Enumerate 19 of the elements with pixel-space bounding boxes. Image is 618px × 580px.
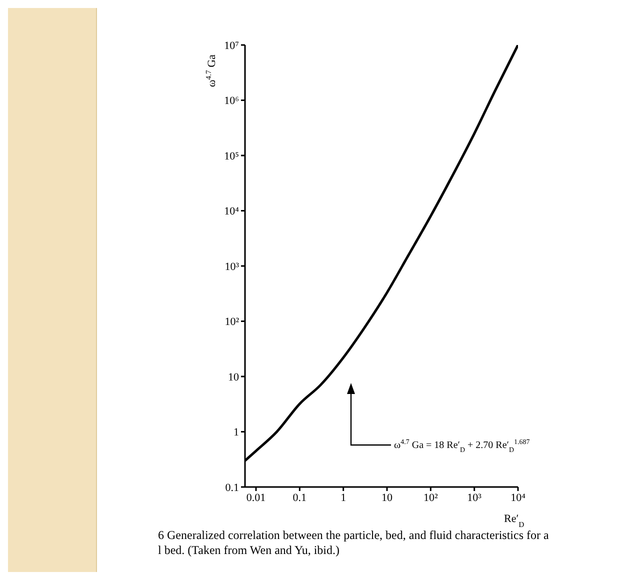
text: 6 Generalized correlation between the particle, bed, and fluid characteristics for a	[158, 528, 550, 543]
y-tick-label: 10	[228, 371, 240, 384]
y-tick-label: 10⁷	[224, 40, 240, 52]
x-tick-label: 1	[340, 492, 346, 504]
x-tick-label: 10⁴	[510, 492, 526, 504]
y-tick-label: 10²	[224, 316, 240, 328]
y-tick-label: 0.1	[225, 482, 239, 494]
y-tick-label: 10⁵	[224, 150, 240, 162]
y-tick-label: 1	[234, 426, 239, 439]
x-tick-label: 10	[382, 492, 393, 504]
text: l bed. (Taken from Wen and Yu, ibid.)	[158, 543, 340, 558]
x-tick-label: 0.1	[292, 492, 307, 504]
x-tick-label: 10³	[467, 492, 482, 504]
y-tick-label: 10⁴	[224, 206, 240, 218]
y-tick-label: 10³	[224, 260, 240, 273]
x-tick-label: 0.01	[246, 492, 266, 504]
x-tick-label: 10²	[424, 492, 439, 504]
x-axis-title: Re′$_{D}$	[504, 513, 525, 528]
y-tick-label: 10⁶	[224, 95, 240, 108]
